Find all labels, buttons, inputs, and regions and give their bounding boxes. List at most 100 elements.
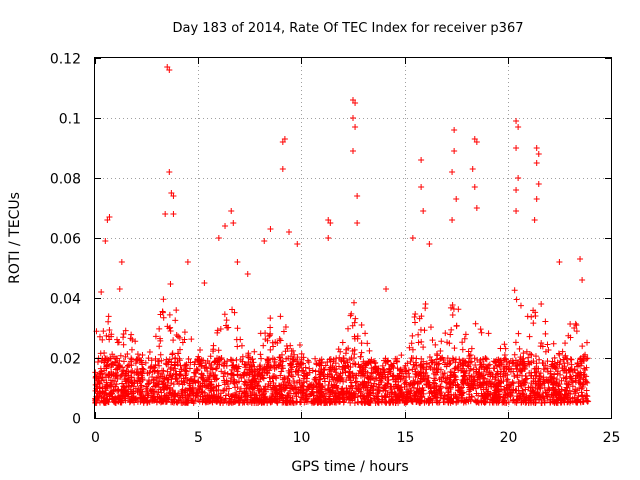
- data-point: [436, 360, 443, 367]
- data-point-peak: [556, 259, 563, 265]
- data-point: [202, 360, 209, 367]
- data-point-peak: [184, 259, 191, 265]
- data-point: [223, 385, 230, 392]
- data-point: [224, 324, 231, 331]
- data-point-peak: [535, 181, 542, 187]
- data-point: [553, 365, 560, 372]
- data-point: [179, 399, 186, 406]
- data-point: [445, 388, 452, 395]
- data-point: [293, 368, 300, 375]
- data-point: [582, 366, 589, 373]
- data-point: [264, 337, 271, 344]
- data-point: [174, 350, 181, 357]
- data-point: [131, 377, 138, 384]
- data-point: [502, 345, 509, 352]
- data-point: [486, 361, 493, 368]
- data-point: [296, 342, 303, 349]
- data-point: [365, 399, 372, 406]
- data-point: [511, 373, 518, 380]
- data-point: [438, 338, 445, 345]
- data-point: [551, 354, 558, 361]
- data-point: [477, 326, 484, 333]
- data-point: [532, 384, 539, 391]
- data-point: [574, 361, 581, 368]
- data-point-peak: [166, 67, 173, 73]
- data-point: [160, 296, 167, 303]
- data-point: [218, 368, 225, 375]
- data-point: [363, 382, 370, 389]
- data-point: [315, 388, 322, 395]
- data-point: [539, 343, 546, 350]
- data-point: [440, 395, 447, 402]
- data-point: [301, 399, 308, 406]
- data-point: [274, 390, 281, 397]
- data-point: [503, 377, 510, 384]
- data-point: [389, 373, 396, 380]
- data-point: [425, 399, 432, 406]
- data-point-peak: [294, 241, 301, 247]
- data-point: [459, 346, 466, 353]
- data-point: [359, 379, 366, 386]
- data-point: [382, 374, 389, 381]
- data-point: [204, 368, 211, 375]
- data-point: [437, 390, 444, 397]
- data-point: [138, 382, 145, 389]
- data-point: [270, 379, 277, 386]
- data-point: [522, 372, 529, 379]
- data-point: [298, 367, 305, 374]
- data-point: [538, 399, 545, 406]
- data-point: [486, 369, 493, 376]
- data-point: [229, 362, 236, 369]
- data-point: [168, 380, 175, 387]
- data-point: [501, 341, 508, 348]
- data-point-peak: [170, 193, 177, 199]
- data-point: [257, 373, 264, 380]
- data-point: [122, 387, 129, 394]
- data-point: [480, 372, 487, 379]
- data-point: [157, 351, 164, 358]
- data-point: [112, 399, 119, 406]
- data-point: [401, 399, 408, 406]
- data-point: [99, 374, 106, 381]
- data-point-peak: [533, 196, 540, 202]
- data-point: [381, 383, 388, 390]
- data-point: [111, 378, 118, 385]
- data-point: [572, 320, 579, 327]
- data-point: [318, 369, 325, 376]
- data-point: [416, 385, 423, 392]
- data-point: [546, 386, 553, 393]
- data-point: [241, 397, 248, 404]
- data-point-peak: [222, 223, 229, 229]
- data-point: [526, 333, 533, 340]
- data-point: [276, 335, 283, 342]
- data-point: [415, 331, 422, 338]
- data-point: [369, 370, 376, 377]
- data-point: [238, 374, 245, 381]
- data-point: [101, 355, 108, 362]
- data-point: [382, 393, 389, 400]
- data-point: [453, 322, 460, 329]
- data-point-peak: [449, 169, 456, 175]
- data-point: [159, 308, 166, 315]
- data-point: [517, 302, 524, 309]
- data-point: [139, 369, 146, 376]
- data-point: [544, 358, 551, 365]
- data-point: [312, 368, 319, 375]
- data-point: [190, 369, 197, 376]
- data-point: [411, 314, 418, 321]
- data-point: [558, 386, 565, 393]
- data-point: [169, 373, 176, 380]
- data-point: [496, 393, 503, 400]
- data-point: [213, 375, 220, 382]
- data-point: [182, 367, 189, 374]
- data-point: [203, 383, 210, 390]
- data-point: [368, 374, 375, 381]
- data-point-peak: [350, 115, 356, 121]
- data-point: [364, 340, 371, 347]
- data-point: [269, 339, 276, 346]
- data-point: [129, 336, 136, 343]
- data-point: [298, 359, 305, 366]
- data-point-peak: [533, 145, 540, 151]
- data-point: [353, 385, 360, 392]
- data-point: [389, 389, 396, 396]
